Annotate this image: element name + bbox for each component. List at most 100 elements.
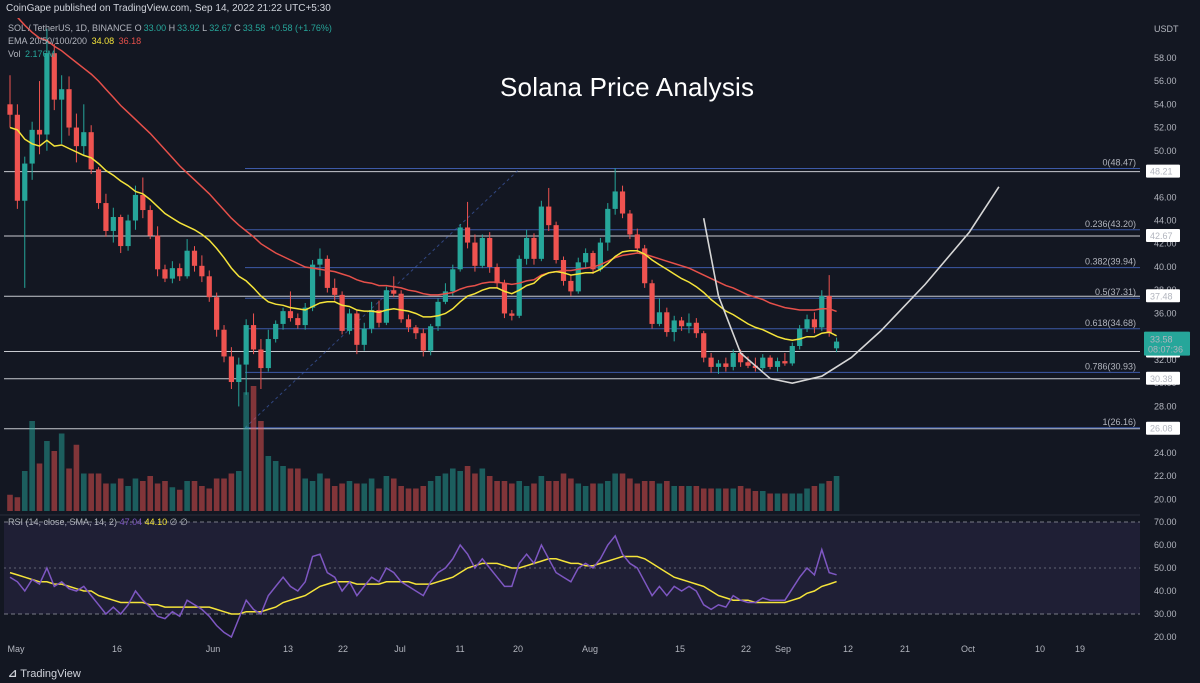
candle-body[interactable] bbox=[155, 235, 161, 270]
candle-body[interactable] bbox=[649, 283, 655, 324]
candle-body[interactable] bbox=[184, 250, 190, 277]
candle-body[interactable] bbox=[605, 208, 611, 243]
candle-body[interactable] bbox=[177, 268, 183, 277]
symbol-name[interactable]: SOL / TetherUS, 1D, BINANCE bbox=[8, 23, 133, 33]
candle-body[interactable] bbox=[656, 312, 663, 324]
candle-body[interactable] bbox=[516, 258, 522, 316]
candle-body[interactable] bbox=[73, 127, 80, 147]
rsi-label[interactable]: RSI (14, close, SMA, 14, 2) bbox=[8, 517, 118, 527]
candle-body[interactable] bbox=[36, 129, 43, 135]
candle-body[interactable] bbox=[597, 242, 603, 270]
tradingview-logo[interactable]: ⊿ TradingView bbox=[8, 667, 81, 680]
candle-body[interactable] bbox=[524, 237, 530, 259]
candle-body[interactable] bbox=[442, 291, 449, 302]
candle-body[interactable] bbox=[464, 227, 471, 243]
legend-ema-row[interactable]: EMA 20/50/100/200 34.08 36.18 bbox=[8, 35, 332, 48]
candle-body[interactable] bbox=[214, 297, 220, 330]
candle-body[interactable] bbox=[398, 293, 404, 320]
candle-body[interactable] bbox=[206, 276, 212, 298]
candle-body[interactable] bbox=[169, 268, 175, 279]
candle-body[interactable] bbox=[95, 169, 102, 204]
candle-body[interactable] bbox=[317, 258, 323, 265]
rsi-legend[interactable]: RSI (14, close, SMA, 14, 2) 47.04 44.10 … bbox=[8, 517, 188, 528]
candle-body[interactable] bbox=[236, 364, 242, 383]
candle-body[interactable] bbox=[619, 191, 626, 214]
candle-body[interactable] bbox=[671, 320, 677, 333]
candle-body[interactable] bbox=[147, 210, 153, 236]
candle-body[interactable] bbox=[44, 53, 50, 135]
candle-body[interactable] bbox=[745, 362, 751, 366]
candle-body[interactable] bbox=[590, 253, 596, 270]
candle-body[interactable] bbox=[7, 104, 13, 115]
candle-body[interactable] bbox=[361, 328, 367, 345]
candle-body[interactable] bbox=[346, 313, 353, 331]
candle-body[interactable] bbox=[125, 220, 131, 247]
candle-body[interactable] bbox=[797, 328, 803, 346]
candle-body[interactable] bbox=[752, 365, 758, 369]
candle-body[interactable] bbox=[383, 290, 389, 323]
candle-body[interactable] bbox=[738, 352, 744, 363]
candle-body[interactable] bbox=[295, 318, 301, 326]
candle-body[interactable] bbox=[324, 258, 330, 288]
candle-body[interactable] bbox=[627, 213, 633, 235]
candle-body[interactable] bbox=[686, 322, 692, 327]
candle-body[interactable] bbox=[583, 253, 589, 263]
candle-body[interactable] bbox=[280, 311, 286, 324]
candle-body[interactable] bbox=[302, 307, 308, 326]
candle-body[interactable] bbox=[811, 319, 818, 328]
candle-body[interactable] bbox=[250, 325, 257, 350]
candle-body[interactable] bbox=[162, 269, 168, 279]
legend-vol-row[interactable]: Vol 2.176M bbox=[8, 48, 332, 61]
candle-body[interactable] bbox=[494, 266, 500, 284]
candle-body[interactable] bbox=[287, 311, 294, 319]
candle-body[interactable] bbox=[81, 132, 87, 147]
candle-body[interactable] bbox=[819, 296, 825, 328]
candle-body[interactable] bbox=[199, 265, 205, 277]
candle-body[interactable] bbox=[354, 313, 360, 345]
candle-body[interactable] bbox=[767, 357, 773, 367]
candle-body[interactable] bbox=[782, 361, 788, 364]
candle-body[interactable] bbox=[678, 320, 685, 327]
price-axis[interactable]: USDT58.0056.0054.0052.0050.0048.0046.004… bbox=[1140, 18, 1200, 665]
candle-body[interactable] bbox=[376, 309, 382, 323]
candle-body[interactable] bbox=[88, 132, 94, 170]
candle-body[interactable] bbox=[258, 349, 264, 369]
candle-body[interactable] bbox=[479, 237, 485, 266]
candle-body[interactable] bbox=[413, 327, 419, 334]
candle-body[interactable] bbox=[228, 356, 234, 383]
candle-body[interactable] bbox=[391, 290, 397, 294]
candle-body[interactable] bbox=[132, 194, 139, 221]
candle-body[interactable] bbox=[715, 363, 722, 367]
candle-body[interactable] bbox=[59, 89, 65, 100]
candle-body[interactable] bbox=[723, 363, 729, 367]
time-axis[interactable]: May 16 Jun 13 22 Jul 11 20 Aug 15 22 Sep 12 21 Oct 10 19 bbox=[7, 644, 1085, 654]
candle-body[interactable] bbox=[118, 217, 124, 247]
candle-body[interactable] bbox=[309, 264, 316, 308]
candle-body[interactable] bbox=[826, 296, 832, 334]
candle-body[interactable] bbox=[450, 269, 456, 292]
candle-body[interactable] bbox=[265, 339, 271, 369]
vol-label[interactable]: Vol bbox=[8, 49, 21, 59]
candle-body[interactable] bbox=[568, 280, 574, 292]
candle-body[interactable] bbox=[612, 191, 618, 209]
candle-body[interactable] bbox=[664, 312, 670, 333]
candle-body[interactable] bbox=[243, 325, 249, 365]
candle-body[interactable] bbox=[369, 309, 375, 329]
candle-body[interactable] bbox=[221, 329, 227, 357]
candle-body[interactable] bbox=[110, 217, 116, 231]
candle-body[interactable] bbox=[428, 326, 434, 351]
candle-body[interactable] bbox=[553, 225, 559, 261]
candle-body[interactable] bbox=[487, 237, 493, 267]
candle-body[interactable] bbox=[774, 361, 781, 367]
candle-body[interactable] bbox=[332, 287, 338, 295]
ema-label[interactable]: EMA 20/50/100/200 bbox=[8, 36, 88, 46]
candle-body[interactable] bbox=[191, 250, 198, 266]
candle-body[interactable] bbox=[51, 53, 57, 100]
candle-body[interactable] bbox=[509, 313, 515, 316]
candle-body[interactable] bbox=[435, 301, 441, 327]
candle-body[interactable] bbox=[789, 345, 795, 364]
candle-body[interactable] bbox=[833, 341, 840, 349]
candle-body[interactable] bbox=[701, 333, 707, 358]
candle-body[interactable] bbox=[472, 242, 478, 266]
